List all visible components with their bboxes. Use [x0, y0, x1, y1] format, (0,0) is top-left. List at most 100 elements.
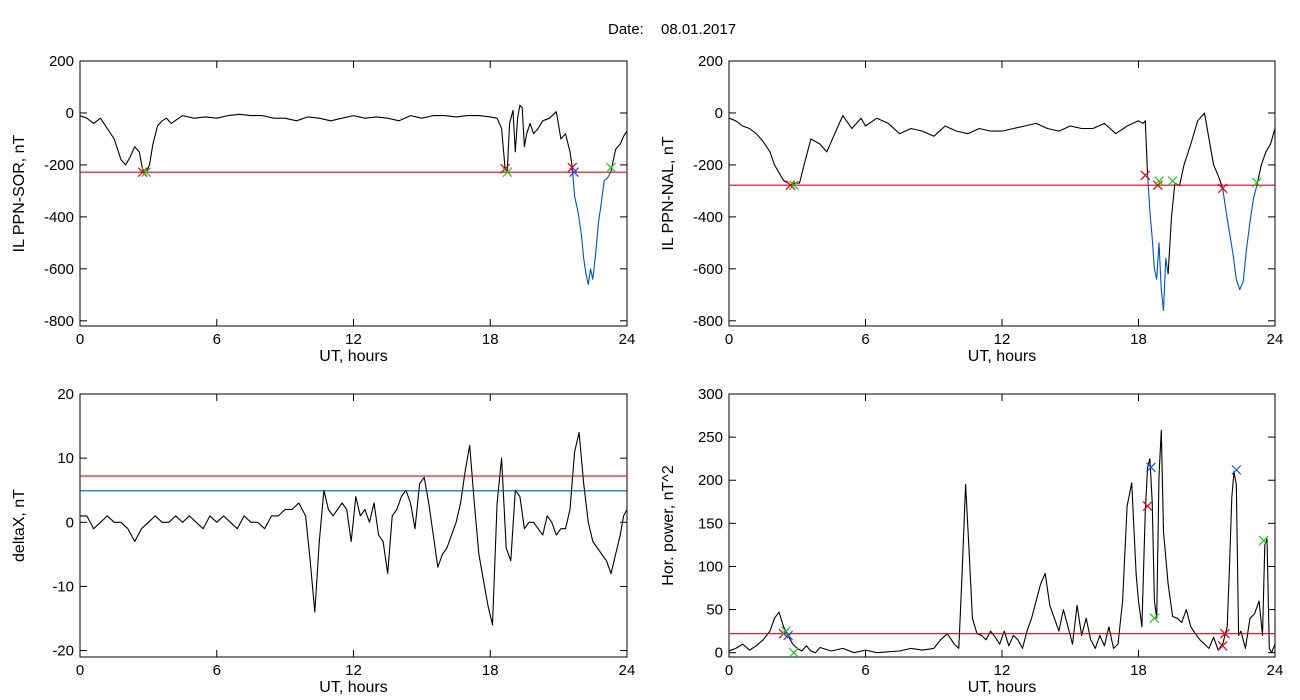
panel-hor-power: 0 6 12 18 24 300 250 200 150 100 50 0 UT, hours Hor. … [660, 386, 1283, 696]
x-tick-label: 12 [994, 662, 1011, 679]
y-tick-label: 50 [706, 602, 723, 619]
marker-stroke [569, 167, 580, 178]
marker-stroke [1142, 501, 1153, 512]
data-line [80, 104, 573, 173]
panel-deltax: 0 6 12 18 24 20 10 0 -10 -20 UT, hours deltaX, nT [11, 386, 635, 696]
marker-stroke [1146, 462, 1156, 473]
x-tick-label: 12 [994, 331, 1011, 348]
event-marker-green [1167, 176, 1178, 186]
date-label: Date: [608, 21, 644, 38]
marker-stroke [1149, 613, 1160, 624]
y-tick-label: -20 [52, 643, 74, 660]
event-marker-green [606, 162, 616, 173]
x-axis-label: UT, hours [968, 348, 1036, 365]
x-tick-label: 0 [76, 662, 84, 679]
y-axis-label: IL PPN-NAL, nT [660, 136, 677, 250]
y-axis-label: Hor. power, nT^2 [660, 465, 677, 586]
marker-stroke [788, 647, 799, 657]
y-tick-label: -800 [44, 313, 74, 330]
x-tick-label: 18 [1130, 331, 1147, 348]
event-marker-blue [783, 630, 794, 641]
storm-segment-line [1222, 185, 1258, 291]
y-tick-label: -200 [44, 157, 74, 174]
y-tick-label: -400 [693, 209, 723, 226]
y-tick-label: 200 [698, 472, 723, 489]
event-marker-red [1220, 628, 1230, 639]
panel-il-ppn-nal: 0 6 12 18 24 200 0 -200 -400 -600 -800 UT, hours IL … [660, 53, 1283, 365]
marker-stroke [137, 167, 148, 178]
marker-stroke [1258, 535, 1269, 546]
x-tick-label: 24 [1267, 662, 1284, 679]
event-marker-red [1217, 640, 1228, 651]
date-value: 08.01.2017 [661, 21, 736, 38]
y-tick-label: -800 [693, 313, 723, 330]
event-marker-blue [1231, 464, 1242, 475]
storm-segment-line [1147, 175, 1169, 311]
x-tick-label: 12 [345, 331, 362, 348]
y-axis-label: deltaX, nT [11, 489, 28, 562]
y-tick-label: 250 [698, 429, 723, 446]
plot-area [729, 112, 1275, 311]
y-tick-label: 0 [715, 645, 723, 662]
marker-stroke [567, 162, 578, 173]
data-line [1256, 128, 1275, 186]
x-axis-label: UT, hours [319, 348, 387, 365]
event-marker-green [502, 167, 513, 178]
y-tick-label: 150 [698, 515, 723, 532]
x-tick-label: 6 [861, 662, 869, 679]
marker-stroke [788, 180, 799, 191]
plot-frame [79, 60, 628, 327]
plot-frame [728, 393, 1276, 658]
event-marker-blue [569, 167, 580, 178]
y-tick-label: 0 [66, 105, 74, 122]
y-tick-label: -400 [44, 209, 74, 226]
y-tick-label: -10 [52, 578, 74, 595]
event-marker-green [1154, 176, 1164, 186]
x-axis-label: UT, hours [319, 679, 387, 696]
x-tick-label: 6 [213, 331, 221, 348]
plot-frame [728, 60, 1276, 327]
plot-area [80, 431, 627, 626]
storm-segment-line [571, 167, 612, 285]
marker-stroke [606, 162, 616, 173]
y-axis-label: IL PPN-SOR, nT [11, 134, 28, 252]
y-tick-label: -200 [693, 157, 723, 174]
x-tick-label: 12 [345, 662, 362, 679]
marker-stroke [1251, 177, 1262, 188]
y-tick-label: 200 [698, 53, 723, 70]
x-axis-label: UT, hours [968, 679, 1036, 696]
event-marker-blue [1146, 462, 1156, 473]
event-marker-red [785, 180, 796, 191]
marker-stroke [783, 630, 794, 641]
event-marker-green [1149, 613, 1160, 624]
event-marker-green [141, 167, 152, 178]
data-line [610, 130, 627, 172]
x-tick-label: 18 [482, 331, 499, 348]
y-tick-label: -600 [44, 261, 74, 278]
marker-stroke [141, 167, 152, 178]
y-tick-label: 0 [715, 105, 723, 122]
x-tick-label: 0 [725, 331, 733, 348]
marker-stroke [780, 626, 791, 637]
event-marker-red [1217, 183, 1228, 194]
event-marker-red [1142, 501, 1153, 512]
x-tick-label: 18 [1130, 662, 1147, 679]
data-line [729, 429, 1275, 654]
marker-stroke [1217, 640, 1228, 651]
marker-stroke [1217, 183, 1228, 194]
marker-stroke [1140, 170, 1151, 181]
y-tick-label: 200 [49, 53, 74, 70]
x-tick-label: 18 [482, 662, 499, 679]
plot-area [729, 429, 1275, 657]
x-tick-label: 24 [619, 662, 636, 679]
x-tick-label: 24 [619, 331, 636, 348]
x-tick-label: 0 [76, 331, 84, 348]
plot-area [80, 104, 627, 285]
data-line [80, 431, 627, 626]
x-tick-label: 6 [861, 331, 869, 348]
marker-stroke [500, 163, 510, 174]
event-marker-green [1258, 535, 1269, 546]
data-line [1167, 112, 1224, 275]
marker-stroke [1167, 176, 1178, 186]
